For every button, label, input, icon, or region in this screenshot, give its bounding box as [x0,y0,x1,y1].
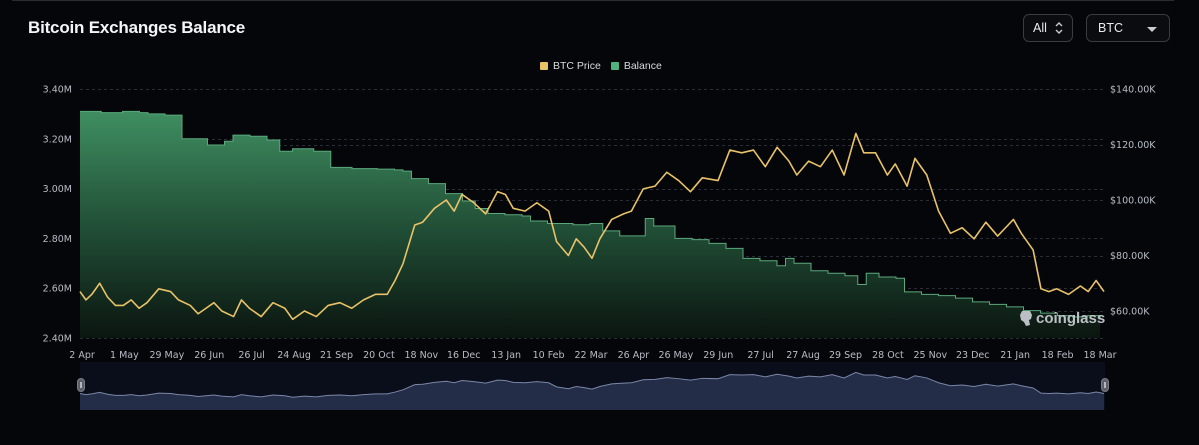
y-left-tick: 3.40M [43,85,72,96]
top-divider [12,0,1174,1]
legend-item-btc-price[interactable]: BTC Price [540,60,601,72]
unit-select-value: BTC [1098,21,1123,35]
x-tick: 20 Oct [363,350,395,361]
x-tick: 28 Oct [872,350,904,361]
x-tick: 21 Jan [1000,350,1030,361]
navigator-area [80,372,1104,410]
chart-legend: BTC Price Balance [540,60,662,72]
x-tick: 27 Aug [786,350,820,361]
x-tick: 23 Dec [956,350,990,361]
x-tick: 26 Jul [238,350,265,361]
x-tick: 13 Jan [491,350,521,361]
x-tick: 22 Mar [574,350,607,361]
y-left-tick: 2.60M [43,284,72,295]
x-tick: 2 Apr [69,350,95,361]
legend-label-btc-price: BTC Price [553,60,601,72]
x-tick: 27 Jul [747,350,774,361]
x-tick: 10 Feb [533,350,565,361]
legend-swatch-btc-price [540,62,548,70]
x-tick: 18 Feb [1042,350,1074,361]
y-right-tick: $60.00K [1110,307,1150,318]
x-tick: 29 Sep [829,350,862,361]
x-tick: 29 May [149,350,184,361]
legend-item-balance[interactable]: Balance [610,60,662,72]
y-right-tick: $100.00K [1110,196,1156,207]
navigator-line [79,371,1105,398]
x-tick: 29 Jun [703,350,733,361]
y-left-tick: 2.40M [43,334,72,345]
coinglass-logo-icon [1020,311,1032,326]
x-tick: 18 Nov [405,350,439,361]
x-tick: 21 Sep [320,350,353,361]
page-title: Bitcoin Exchanges Balance [28,18,246,37]
x-tick: 26 May [658,350,693,361]
range-select-value: All [1033,21,1047,35]
x-tick: 26 Apr [618,350,650,361]
x-tick: 25 Nov [914,350,948,361]
y-right-tick: $80.00K [1110,251,1150,262]
y-axis-right: $140.00K $120.00K $100.00K $80.00K $60.00K [1110,85,1156,318]
btc-price-line [79,132,1105,321]
caret-down-icon [1147,27,1157,32]
x-tick: 24 Aug [277,350,311,361]
x-tick: 18 Mar [1083,350,1116,361]
balance-line [80,110,1101,319]
legend-swatch-balance [610,62,619,70]
y-right-tick: $120.00K [1110,140,1156,151]
legend-label-balance: Balance [623,60,662,72]
x-axis: 2 Apr 1 May 29 May 26 Jun 26 Jul 24 Aug 21 Sep… [69,350,1116,361]
y-axis-left: 3.40M 3.20M 3.00M 2.80M 2.60M 2.40M [43,85,72,345]
y-right-tick: $140.00K [1110,85,1156,96]
watermark-text: coinglass [1036,309,1106,327]
range-select[interactable]: All [1023,14,1073,42]
navigator-left-handle[interactable] [77,378,85,392]
watermark: coinglass [1019,309,1105,327]
x-tick: 26 Jun [194,350,224,361]
x-tick: 1 May [110,350,139,361]
y-left-tick: 2.80M [43,234,72,245]
y-left-tick: 3.20M [43,134,72,145]
unit-select[interactable]: BTC [1086,14,1170,42]
x-tick: 16 Dec [447,350,481,361]
up-down-chevron-icon [1055,22,1063,34]
y-left-tick: 3.00M [43,184,72,195]
navigator-right-handle[interactable] [1101,378,1109,392]
